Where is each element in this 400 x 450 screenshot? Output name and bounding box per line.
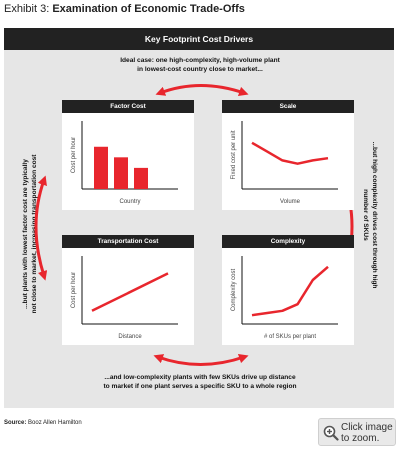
transportation-chart: Cost per hour Distance xyxy=(71,256,178,340)
complexity-series-line xyxy=(251,265,329,317)
diagram-header: Key Footprint Cost Drivers xyxy=(144,34,254,44)
complexity-chart: Complexity cost # of SKUs per plant xyxy=(231,256,338,340)
zoom-button[interactable]: Click image to zoom. xyxy=(318,418,396,446)
zoom-label: Click image to zoom. xyxy=(341,422,397,444)
caption-bottom: ...and low-complexity plants with few SK… xyxy=(70,373,330,391)
caption-top: Ideal case: one high-complexity, high-vo… xyxy=(80,56,320,74)
panel-scale-title: Scale xyxy=(222,100,354,113)
caption-top-line2: in lowest-cost country close to market..… xyxy=(137,66,263,73)
exhibit-title: Exhibit 3: Examination of Economic Trade… xyxy=(4,3,245,15)
transportation-xlabel: Distance xyxy=(118,334,142,340)
exhibit-number: Exhibit 3: xyxy=(4,3,50,15)
panel-factor-cost: Factor Cost Cost per hour Country xyxy=(62,100,194,210)
diagram-header-bar xyxy=(4,28,394,50)
panel-transportation-cost: Transportation Cost Cost per hour Distan… xyxy=(62,235,194,345)
scale-series-line xyxy=(251,141,329,165)
source-label: Source: xyxy=(4,420,27,426)
factor-cost-bar xyxy=(134,167,148,189)
factor-cost-ylabel: Cost per hour xyxy=(71,137,77,173)
zoom-label-line2: to zoom. xyxy=(341,433,380,444)
panel-complexity-title: Complexity xyxy=(222,235,354,248)
caption-bottom-line2: to market if one plant serves a specific… xyxy=(103,383,297,390)
source-text: Booz Allen Hamilton xyxy=(28,420,82,426)
complexity-xlabel: # of SKUs per plant xyxy=(264,334,316,340)
transportation-ylabel: Cost per hour xyxy=(71,272,77,308)
arrow-left xyxy=(34,175,48,281)
scale-ylabel: Fixed cost per unit xyxy=(231,130,237,179)
panel-complexity: Complexity Complexity cost # of SKUs per… xyxy=(222,235,354,345)
panel-transportation-title: Transportation Cost xyxy=(62,235,194,248)
panel-scale: Scale Fixed cost per unit Volume xyxy=(222,100,354,210)
arrow-top xyxy=(155,84,249,96)
factor-cost-xlabel: Country xyxy=(119,199,140,205)
scale-xlabel: Volume xyxy=(280,199,301,205)
magnifier-icon xyxy=(323,425,339,441)
factor-cost-bar xyxy=(94,146,108,189)
factor-cost-bar xyxy=(114,157,128,189)
zoom-label-line1: Click image xyxy=(341,422,393,433)
arrow-bottom xyxy=(153,354,249,366)
panel-factor-cost-title: Factor Cost xyxy=(62,100,194,113)
factor-cost-chart: Cost per hour Country xyxy=(71,121,178,205)
source-note: Source: Booz Allen Hamilton xyxy=(4,420,82,426)
complexity-ylabel: Complexity cost xyxy=(231,269,237,312)
transportation-series-line xyxy=(91,272,169,312)
caption-top-line1: Ideal case: one high-complexity, high-vo… xyxy=(120,57,280,64)
caption-bottom-line1: ...and low-complexity plants with few SK… xyxy=(104,374,296,381)
scale-chart: Fixed cost per unit Volume xyxy=(231,121,338,205)
exhibit-name: Examination of Economic Trade-Offs xyxy=(52,3,245,15)
